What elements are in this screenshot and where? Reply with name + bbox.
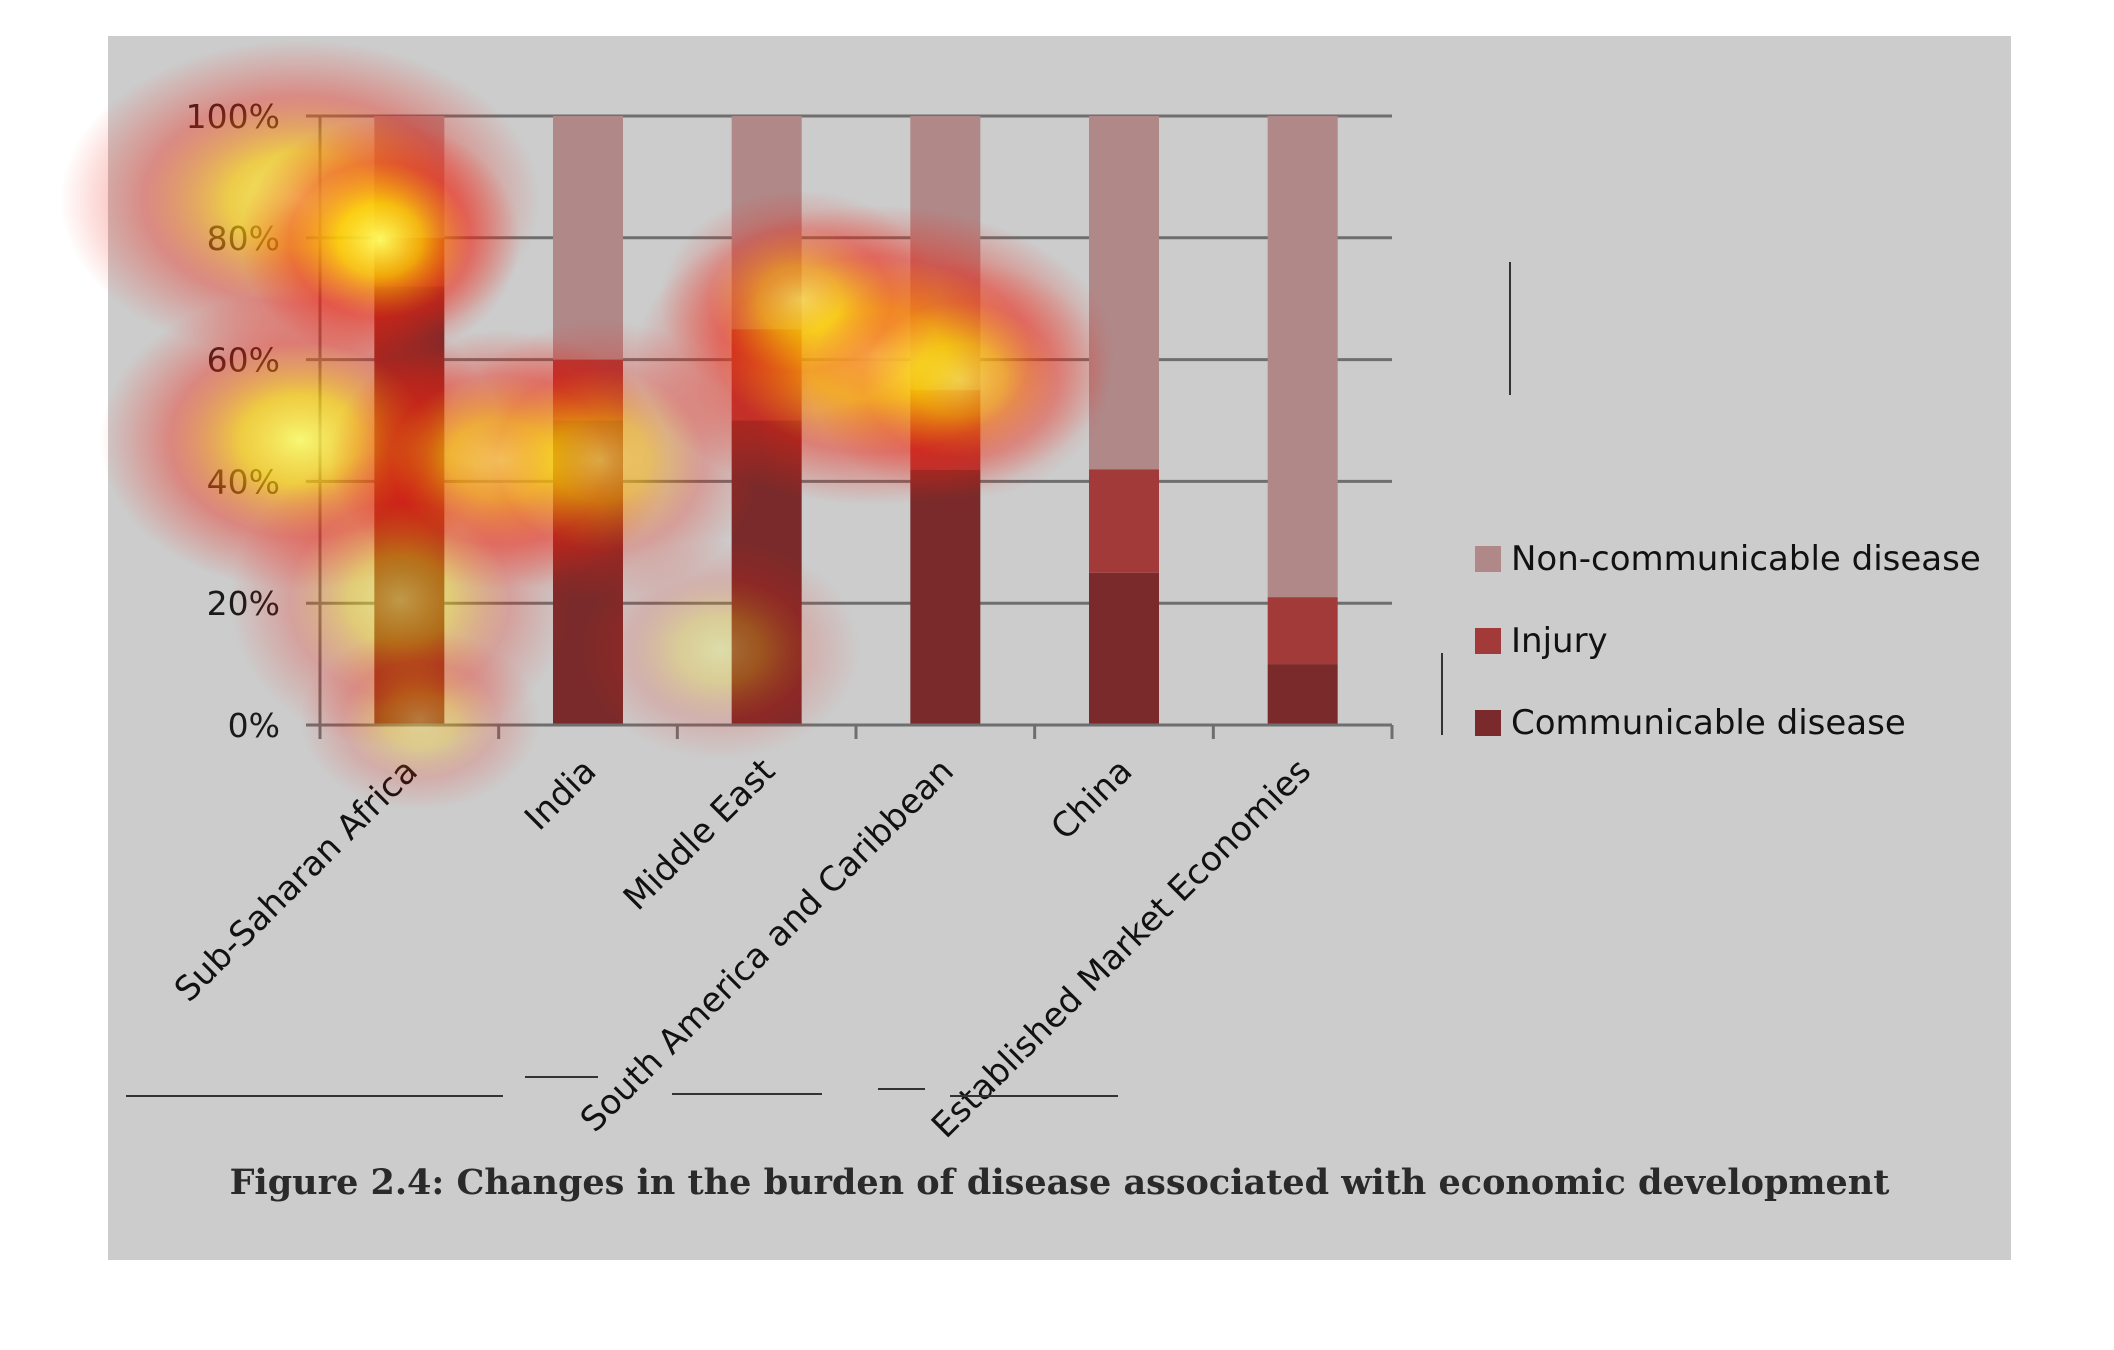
- heatmap-blob: [300, 630, 540, 810]
- legend-label: Injury: [1511, 621, 1608, 661]
- heatmap-blob: [810, 260, 1110, 500]
- bar-segment-communicable-disease: [910, 469, 981, 725]
- category-label: China: [1043, 751, 1140, 848]
- stray-lines: [126, 262, 1511, 1097]
- legend-label: Non-communicable disease: [1511, 539, 1981, 579]
- category-labels: Sub-Saharan Africa India Middle EastSouth …: [167, 751, 1319, 1146]
- category-label: South America and Caribbean: [573, 751, 962, 1140]
- legend-swatch: [1475, 546, 1501, 572]
- bar-segment-injury: [1267, 597, 1338, 665]
- bar-segment-communicable-disease: [1267, 664, 1338, 725]
- bar-segment-communicable-disease: [1089, 572, 1159, 725]
- bar-segment-non-communicable-disease: [1267, 116, 1338, 598]
- bar-segment-non-communicable-disease: [553, 116, 623, 360]
- legend-label: Communicable disease: [1511, 703, 1906, 743]
- y-tick-label: 0%: [228, 706, 280, 745]
- legend-swatch: [1475, 628, 1501, 654]
- category-label: Established Market Economies: [924, 751, 1319, 1146]
- figure-caption: Figure 2.4: Changes in the burden of dis…: [229, 1162, 1890, 1203]
- legend-swatch: [1475, 710, 1501, 736]
- category-label: India: [517, 751, 604, 838]
- heatmap-overlay: [60, 40, 1115, 810]
- bar-segment-injury: [1089, 469, 1159, 573]
- legend: Non-communicable disease Injury Communicab…: [1475, 539, 1981, 743]
- category-label: Middle East: [616, 751, 783, 918]
- heatmap-blob: [580, 540, 860, 760]
